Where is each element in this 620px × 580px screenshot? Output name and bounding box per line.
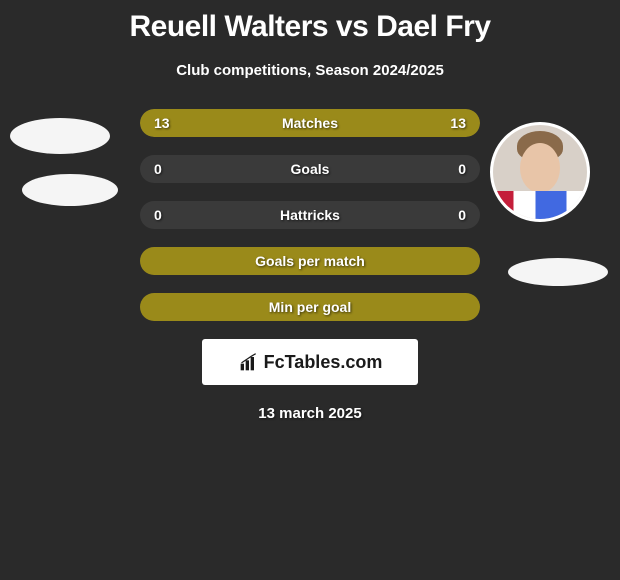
stat-row-goals: 0 Goals 0 [140,155,480,183]
avatar-face [520,143,560,193]
player-right-avatar [490,122,590,222]
stat-value-left: 0 [154,207,162,223]
player-right-avatar-placeholder [508,258,608,286]
bar-chart-icon [238,352,260,372]
player-left-avatar-placeholder-1 [10,118,110,154]
player-left-avatar-placeholder-2 [22,174,118,206]
stat-label: Min per goal [269,299,351,315]
stat-value-right: 0 [458,161,466,177]
stat-label: Goals [291,161,330,177]
stat-row-matches: 13 Matches 13 [140,109,480,137]
stat-row-hattricks: 0 Hattricks 0 [140,201,480,229]
stats-container: 13 Matches 13 0 Goals 0 0 Hattricks 0 Go… [140,109,480,321]
page-title: Reuell Walters vs Dael Fry [0,0,620,44]
avatar-shirt [493,191,587,219]
logo-text: FcTables.com [264,352,383,373]
stat-value-left: 0 [154,161,162,177]
subtitle: Club competitions, Season 2024/2025 [0,62,620,79]
date-text: 13 march 2025 [0,405,620,422]
stat-value-right: 13 [450,115,466,131]
stat-row-min-per-goal: Min per goal [140,293,480,321]
stat-label: Matches [282,115,338,131]
stat-value-left: 13 [154,115,170,131]
stat-value-right: 0 [458,207,466,223]
stat-label: Hattricks [280,207,340,223]
stat-row-goals-per-match: Goals per match [140,247,480,275]
fctables-logo[interactable]: FcTables.com [202,339,418,385]
stat-label: Goals per match [255,253,365,269]
